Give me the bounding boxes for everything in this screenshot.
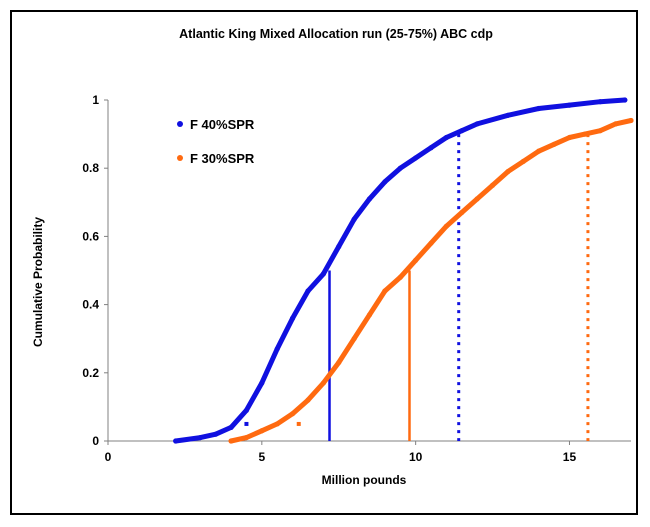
data-point	[259, 380, 265, 386]
y-axis-label: Cumulative Probability	[31, 217, 45, 347]
stray-point	[296, 421, 301, 426]
data-point	[259, 428, 265, 434]
x-tick-label: 5	[258, 450, 265, 464]
data-point	[428, 145, 434, 151]
data-point	[459, 128, 465, 134]
data-point	[597, 99, 603, 105]
y-tick-label: 0.8	[82, 161, 99, 175]
data-point	[274, 421, 280, 427]
data-point	[536, 148, 542, 154]
data-point	[443, 223, 450, 229]
data-point	[536, 105, 542, 112]
data-point	[228, 438, 234, 444]
y-tick-label: 0	[92, 434, 99, 448]
x-tick-label: 0	[105, 450, 112, 464]
data-point	[274, 346, 280, 352]
data-point	[366, 312, 373, 318]
x-tick-label: 10	[409, 450, 423, 464]
y-tick-label: 0.4	[82, 298, 99, 312]
data-point	[289, 315, 296, 321]
data-point	[397, 165, 403, 171]
data-point	[243, 434, 250, 441]
data-point	[582, 131, 588, 137]
data-point	[459, 209, 465, 216]
legend: F 40%SPR F 30%SPR	[177, 117, 255, 166]
reference-lines	[328, 134, 590, 441]
data-point	[336, 359, 342, 366]
data-point	[351, 336, 357, 342]
data-point	[505, 169, 511, 175]
data-point	[474, 121, 480, 127]
data-point	[320, 380, 326, 386]
chart-title: Atlantic King Mixed Allocation run (25-7…	[179, 27, 493, 41]
data-point	[397, 274, 403, 280]
data-point	[305, 397, 311, 403]
y-tick-label: 1	[92, 93, 99, 107]
y-tick-label: 0.6	[82, 229, 99, 243]
data-point	[228, 424, 234, 430]
data-point	[243, 407, 250, 413]
axes: 00.20.40.60.810 5 10 15	[82, 93, 631, 464]
data-point	[366, 196, 373, 202]
data-point	[382, 288, 388, 294]
legend-label: F 30%SPR	[190, 151, 255, 166]
x-tick-label: 15	[563, 450, 577, 464]
data-point	[474, 196, 480, 202]
data-point	[505, 112, 511, 118]
data-point	[197, 434, 203, 441]
series-line	[228, 118, 634, 444]
data-point	[351, 216, 357, 222]
data-point	[628, 117, 634, 124]
data-point	[413, 155, 419, 161]
data-point	[566, 134, 573, 141]
x-axis-label: Million pounds	[322, 473, 407, 487]
data-point	[443, 134, 450, 141]
chart: Atlantic King Mixed Allocation run (25-7…	[31, 27, 634, 487]
data-point	[289, 411, 296, 417]
data-point	[336, 244, 342, 250]
legend-marker	[177, 155, 183, 161]
data-point	[597, 128, 603, 134]
data-point	[520, 158, 526, 164]
data-point	[622, 97, 628, 103]
data-point	[489, 182, 496, 188]
data-point	[382, 179, 388, 185]
y-tick-label: 0.2	[82, 366, 99, 380]
data-point	[320, 271, 326, 277]
data-point	[613, 121, 619, 127]
data-point	[551, 141, 557, 147]
stray-point	[244, 421, 249, 426]
data-point	[566, 102, 573, 108]
data-point	[213, 431, 219, 437]
legend-marker	[177, 121, 183, 127]
data-point	[173, 438, 179, 444]
data-point	[428, 240, 434, 246]
chart-frame: Atlantic King Mixed Allocation run (25-7…	[10, 10, 638, 515]
data-point	[305, 288, 311, 294]
data-point	[413, 257, 419, 263]
legend-label: F 40%SPR	[190, 117, 255, 132]
plot-area	[173, 97, 634, 444]
